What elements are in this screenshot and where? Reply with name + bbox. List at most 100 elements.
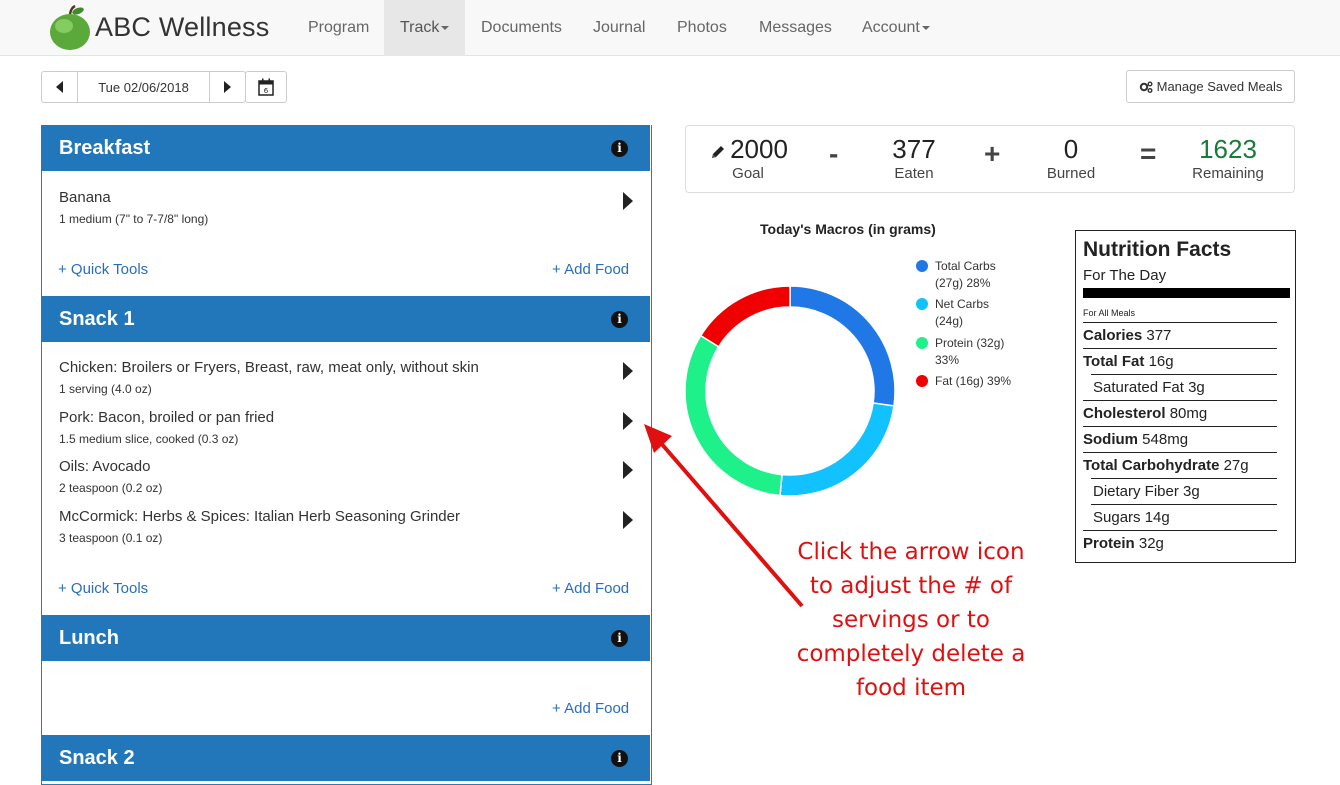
goal-label: Goal (732, 165, 764, 182)
info-icon[interactable]: i (611, 311, 628, 328)
food-item-name: Chicken: Broilers or Fryers, Breast, raw… (59, 359, 479, 376)
food-item-arrow-icon[interactable] (623, 412, 633, 430)
nav-track-label: Track (400, 19, 440, 36)
date-display[interactable]: Tue 02/06/2018 (77, 71, 210, 103)
meal-header-snack-1: Snack 1 i (41, 296, 650, 342)
food-item-serving: 1.5 medium slice, cooked (0.3 oz) (59, 432, 239, 446)
annotation-line: Click the arrow icon (797, 539, 1025, 565)
nutrient-value: 32g (1138, 535, 1164, 552)
nav-journal[interactable]: Journal (593, 19, 646, 36)
nutrient-value: 548mg (1142, 431, 1189, 448)
caret-down-icon (441, 25, 450, 30)
meal-header-snack-2: Snack 2 i (41, 735, 650, 781)
meal-title: Breakfast (59, 137, 151, 159)
legend-line2: (24g) (935, 314, 964, 328)
nutrition-row-saturated-fat: Saturated Fat 3g (1093, 379, 1205, 396)
info-icon[interactable]: i (611, 630, 628, 647)
nav-messages[interactable]: Messages (759, 19, 832, 36)
apple-logo-icon[interactable] (46, 4, 94, 52)
add-food-link[interactable]: + Add Food (552, 261, 630, 278)
pencil-icon[interactable] (710, 144, 726, 160)
nav-documents[interactable]: Documents (481, 19, 562, 36)
nutrient-value: 27g (1223, 457, 1249, 474)
legend-swatch-total-carbs (916, 260, 928, 272)
nav-account-label: Account (862, 19, 920, 36)
nav-track[interactable]: Track (384, 0, 466, 56)
nutrient-value: 3g (1188, 379, 1205, 396)
arrow-left-icon (56, 81, 63, 93)
goal-value[interactable]: 2000 (730, 134, 788, 164)
divider (1083, 400, 1277, 401)
nutrition-row-total-carbohydrate: Total Carbohydrate 27g (1083, 457, 1249, 474)
nutrition-facts-panel: Nutrition Facts For The Day For All Meal… (1075, 230, 1296, 563)
add-food-link[interactable]: + Add Food (552, 580, 630, 597)
food-item-name: Pork: Bacon, broiled or pan fried (59, 409, 275, 426)
annotation-line: completely delete a (796, 641, 1026, 667)
burned-label: Burned (1046, 165, 1096, 182)
minus-sign: - (829, 138, 839, 169)
legend-line2: (27g) 28% (935, 276, 991, 290)
donut-slice-3[interactable] (699, 285, 791, 348)
nutrient-value: 16g (1148, 353, 1174, 370)
divider (1091, 504, 1277, 505)
nutrition-divider-thick (1083, 288, 1290, 298)
nutrition-scope: For All Meals (1083, 308, 1136, 318)
nutrient-label: Cholesterol (1083, 405, 1166, 422)
divider (1083, 530, 1277, 531)
food-item-name: Banana (59, 189, 111, 206)
food-item-arrow-icon[interactable] (623, 511, 633, 529)
nav-photos[interactable]: Photos (677, 19, 727, 36)
calendar-button[interactable]: 6 (245, 71, 287, 103)
date-text: Tue 02/06/2018 (98, 79, 189, 95)
food-item-arrow-icon[interactable] (623, 192, 633, 210)
chart-title: Today's Macros (in grams) (760, 221, 936, 237)
nutrition-facts-title: Nutrition Facts (1083, 238, 1232, 261)
nutrient-label: Sodium (1083, 431, 1138, 448)
caret-down-icon (921, 25, 930, 30)
food-item-arrow-icon[interactable] (623, 362, 633, 380)
legend-fat: Fat (16g) 39% (935, 373, 1045, 390)
divider (1083, 452, 1277, 453)
quick-tools-link[interactable]: + Quick Tools (58, 261, 149, 278)
plus-sign: + (984, 138, 1001, 169)
nav-account[interactable]: Account (846, 0, 946, 56)
brand-name[interactable]: ABC Wellness (95, 12, 270, 42)
nutrition-row-dietary-fiber: Dietary Fiber 3g (1093, 483, 1200, 500)
nutrient-label: Total Carbohydrate (1083, 457, 1220, 474)
legend-swatch-protein (916, 337, 928, 349)
annotation-line: food item (855, 675, 967, 701)
nutrient-label: Saturated Fat (1093, 379, 1184, 396)
nutrient-label: Sugars (1093, 509, 1141, 526)
meal-title: Snack 2 (59, 747, 135, 769)
nutrition-facts-subtitle: For The Day (1083, 267, 1167, 284)
manage-saved-meals-label: Manage Saved Meals (1156, 79, 1283, 94)
info-icon[interactable]: i (611, 750, 628, 767)
eaten-label: Eaten (894, 165, 934, 182)
nutrient-label: Calories (1083, 327, 1143, 344)
nutrient-value: 377 (1146, 327, 1172, 344)
divider (1091, 478, 1277, 479)
manage-saved-meals-button[interactable]: Manage Saved Meals (1126, 70, 1295, 103)
quick-tools-link[interactable]: + Quick Tools (58, 580, 149, 597)
arrow-right-icon (224, 81, 231, 93)
food-item-serving: 1 serving (4.0 oz) (59, 382, 152, 396)
nav-program[interactable]: Program (308, 19, 370, 36)
equals-sign: = (1140, 138, 1157, 169)
nutrient-label: Dietary Fiber (1093, 483, 1179, 500)
top-navbar: ABC Wellness Program Track Documents Jou… (0, 0, 1340, 56)
next-day-button[interactable] (209, 71, 246, 103)
divider (1091, 374, 1277, 375)
nutrition-row-total-fat: Total Fat 16g (1083, 353, 1174, 370)
legend-total-carbs: Total Carbs (27g) 28% (935, 258, 1045, 292)
nutrition-row-sodium: Sodium 548mg (1083, 431, 1188, 448)
legend-line2: 33% (935, 353, 960, 367)
add-food-link[interactable]: + Add Food (552, 700, 630, 717)
nutrition-row-protein: Protein 32g (1083, 535, 1164, 552)
calendar-icon: 6 (258, 78, 274, 96)
info-icon[interactable]: i (611, 140, 628, 157)
donut-slice-0[interactable] (789, 285, 896, 407)
legend-line1: Fat (16g) 39% (935, 374, 1012, 388)
food-item-arrow-icon[interactable] (623, 461, 633, 479)
divider (1083, 348, 1277, 349)
prev-day-button[interactable] (41, 71, 78, 103)
